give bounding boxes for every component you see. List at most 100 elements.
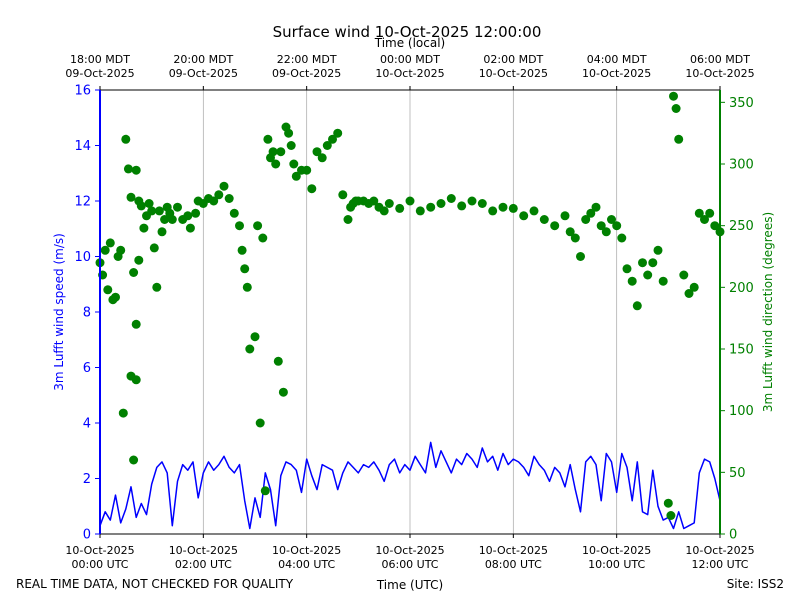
- speed-series-layer: [99, 441, 721, 530]
- wind-direction-point: [229, 208, 239, 218]
- wind-direction-point: [467, 196, 477, 206]
- wind-direction-point: [152, 282, 162, 292]
- top-tick-label-date: 09-Oct-2025: [169, 67, 238, 80]
- wind-direction-point: [134, 255, 144, 265]
- left-tick-label: 16: [74, 84, 91, 99]
- quality-disclaimer: REAL TIME DATA, NOT CHECKED FOR QUALITY: [16, 577, 294, 591]
- wind-direction-point: [617, 233, 627, 243]
- wind-direction-point: [157, 227, 167, 237]
- wind-direction-point: [268, 147, 278, 157]
- wind-direction-point: [539, 215, 549, 224]
- wind-direction-point: [570, 233, 580, 243]
- top-tick-label-time: 00:00 MDT: [380, 53, 440, 66]
- right-tick-label: 350: [729, 96, 754, 111]
- wind-direction-point: [622, 264, 632, 274]
- wind-speed-line: [99, 441, 721, 530]
- wind-direction-point: [111, 292, 120, 302]
- wind-direction-point: [129, 455, 139, 465]
- right-tick-label: 150: [729, 343, 754, 358]
- wind-direction-point: [591, 202, 601, 212]
- direction-series-layer: [95, 91, 725, 520]
- wind-direction-point: [235, 221, 244, 231]
- wind-direction-point: [601, 227, 611, 237]
- wind-direction-point: [596, 221, 606, 231]
- right-tick-label: 200: [729, 281, 754, 296]
- wind-direction-point: [395, 203, 405, 213]
- wind-direction-point: [415, 206, 425, 216]
- left-tick-label: 2: [83, 472, 91, 487]
- wind-direction-point: [105, 238, 115, 248]
- wind-direction-point: [669, 91, 678, 101]
- wind-direction-point: [436, 199, 446, 208]
- wind-direction-point: [710, 221, 720, 231]
- wind-direction-point: [131, 319, 141, 329]
- wind-direction-point: [705, 208, 715, 218]
- wind-direction-point: [289, 159, 299, 169]
- wind-direction-point: [457, 201, 467, 211]
- wind-direction-point: [312, 147, 322, 157]
- wind-direction-point: [679, 270, 689, 280]
- wind-direction-point: [322, 141, 332, 150]
- wind-direction-point: [271, 159, 281, 169]
- left-tick-label: 14: [74, 139, 91, 154]
- x-tick-label-date: 10-Oct-2025: [479, 544, 548, 557]
- wind-direction-point: [214, 190, 224, 200]
- wind-direction-point: [139, 223, 149, 233]
- wind-direction-point: [149, 243, 159, 253]
- wind-direction-point: [260, 486, 270, 496]
- wind-direction-point: [519, 211, 529, 221]
- wind-direction-point: [446, 194, 456, 203]
- wind-direction-point: [607, 215, 616, 224]
- wind-direction-point: [328, 134, 337, 144]
- x-tick-label-date: 10-Oct-2025: [375, 544, 444, 557]
- x-tick-label-time: 06:00 UTC: [381, 558, 438, 571]
- wind-direction-point: [689, 282, 699, 292]
- wind-direction-point: [576, 252, 585, 261]
- right-tick-label: 100: [729, 404, 754, 419]
- wind-direction-point: [286, 141, 296, 150]
- wind-direction-point: [700, 215, 709, 224]
- wind-direction-point: [658, 276, 668, 286]
- wind-direction-point: [307, 184, 317, 194]
- top-tick-label-date: 09-Oct-2025: [65, 67, 134, 80]
- right-axis-label: 3m Lufft wind direction (degrees): [761, 212, 775, 412]
- wind-direction-point: [632, 301, 642, 311]
- wind-direction-point: [255, 418, 265, 428]
- x-tick-label-date: 10-Oct-2025: [272, 544, 341, 557]
- x-tick-label-date: 10-Oct-2025: [582, 544, 651, 557]
- wind-direction-point: [118, 408, 128, 418]
- wind-direction-point: [653, 245, 663, 255]
- wind-direction-point: [273, 356, 283, 366]
- left-tick-label: 8: [83, 306, 91, 321]
- wind-direction-point: [343, 215, 353, 224]
- left-tick-label: 10: [74, 250, 91, 265]
- wind-direction-point: [638, 258, 647, 268]
- wind-direction-point: [627, 276, 637, 286]
- wind-direction-point: [684, 289, 694, 298]
- top-tick-label-time: 20:00 MDT: [173, 53, 233, 66]
- wind-direction-point: [338, 190, 348, 200]
- wind-direction-point: [663, 498, 673, 508]
- wind-direction-point: [136, 201, 146, 211]
- top-tick-label-time: 22:00 MDT: [277, 53, 337, 66]
- wind-direction-point: [276, 147, 286, 157]
- right-tick-label: 50: [729, 466, 746, 481]
- wind-direction-point: [131, 375, 141, 385]
- wind-direction-point: [100, 245, 110, 255]
- wind-direction-point: [565, 227, 575, 237]
- right-tick-label: 300: [729, 158, 754, 173]
- wind-direction-point: [379, 206, 389, 216]
- wind-direction-point: [240, 264, 250, 274]
- wind-direction-point: [129, 268, 139, 277]
- wind-direction-point: [185, 223, 195, 233]
- top-tick-label-date: 10-Oct-2025: [582, 67, 651, 80]
- x-tick-label-date: 10-Oct-2025: [169, 544, 238, 557]
- wind-direction-point: [671, 104, 681, 113]
- wind-direction-point: [183, 211, 193, 221]
- wind-direction-point: [258, 233, 268, 243]
- x-tick-label-date: 10-Oct-2025: [65, 544, 134, 557]
- x-axis-label: Time (UTC): [376, 578, 443, 592]
